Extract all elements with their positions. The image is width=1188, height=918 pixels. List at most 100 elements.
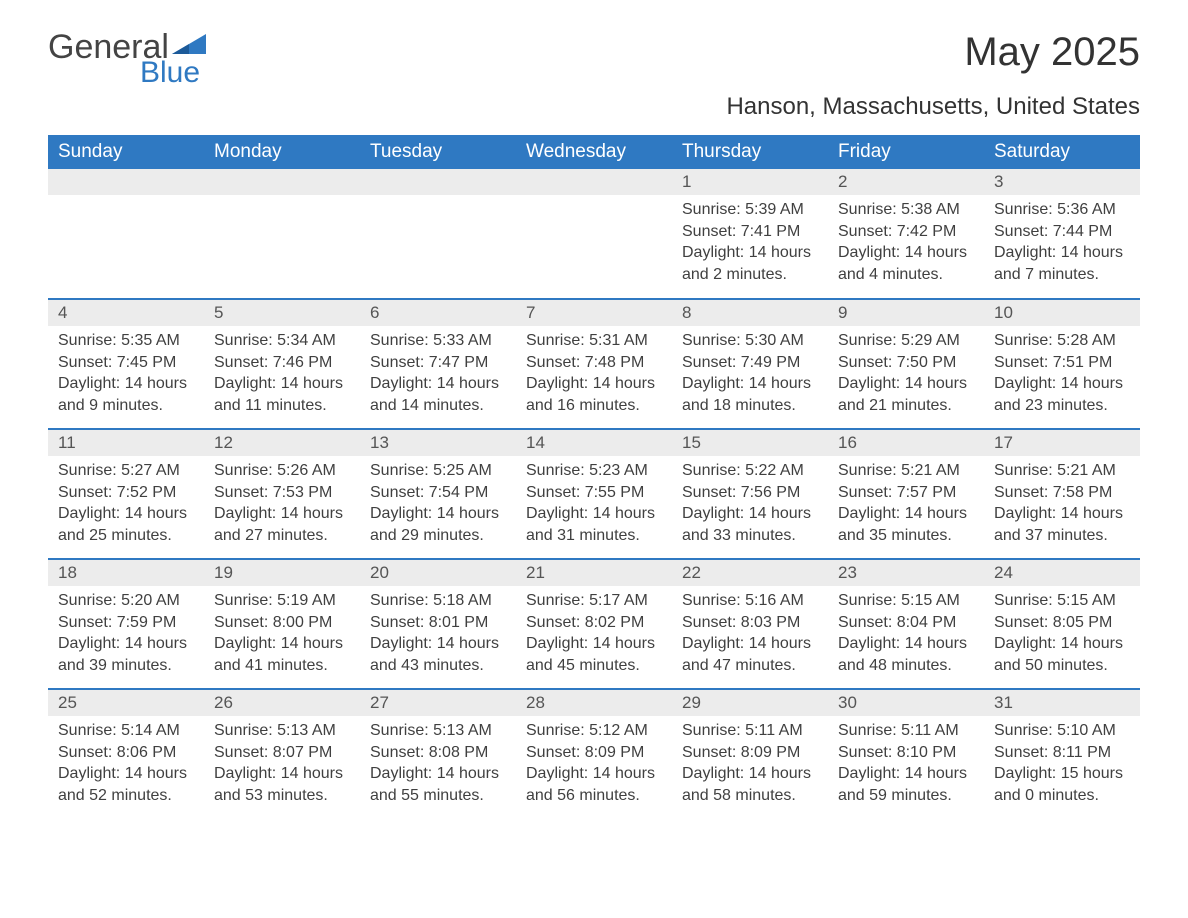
sunset-line: Sunset: 8:01 PM [370,612,506,634]
daylight-line: Daylight: 14 hours and 56 minutes. [526,763,662,806]
sunrise-label: Sunrise: [682,462,745,479]
calendar-day-cell: 24Sunrise: 5:15 AMSunset: 8:05 PMDayligh… [984,559,1140,689]
sunrise-value: 5:30 AM [745,332,804,349]
sunrise-value: 5:13 AM [277,722,336,739]
calendar-day-cell: 8Sunrise: 5:30 AMSunset: 7:49 PMDaylight… [672,299,828,429]
daylight-label: Daylight: [370,635,437,652]
sunrise-label: Sunrise: [838,592,901,609]
sunset-line: Sunset: 7:54 PM [370,482,506,504]
sunset-line: Sunset: 7:46 PM [214,352,350,374]
day-content: Sunrise: 5:14 AMSunset: 8:06 PMDaylight:… [48,716,204,814]
daylight-line: Daylight: 14 hours and 4 minutes. [838,242,974,285]
sunset-label: Sunset: [994,744,1053,761]
calendar-day-cell: 17Sunrise: 5:21 AMSunset: 7:58 PMDayligh… [984,429,1140,559]
sunrise-value: 5:25 AM [433,462,492,479]
daylight-line: Daylight: 14 hours and 59 minutes. [838,763,974,806]
daylight-label: Daylight: [526,375,593,392]
day-content: Sunrise: 5:33 AMSunset: 7:47 PMDaylight:… [360,326,516,424]
daylight-label: Daylight: [526,505,593,522]
daylight-line: Daylight: 14 hours and 41 minutes. [214,633,350,676]
sunrise-label: Sunrise: [214,592,277,609]
sunset-label: Sunset: [838,223,897,240]
calendar-day-cell: 30Sunrise: 5:11 AMSunset: 8:10 PMDayligh… [828,689,984,819]
sunrise-line: Sunrise: 5:10 AM [994,720,1130,742]
daylight-line: Daylight: 14 hours and 7 minutes. [994,242,1130,285]
day-content: Sunrise: 5:30 AMSunset: 7:49 PMDaylight:… [672,326,828,424]
sunrise-value: 5:29 AM [901,332,960,349]
day-content: Sunrise: 5:29 AMSunset: 7:50 PMDaylight:… [828,326,984,424]
calendar-day-cell: 6Sunrise: 5:33 AMSunset: 7:47 PMDaylight… [360,299,516,429]
sunset-label: Sunset: [214,744,273,761]
sunrise-value: 5:33 AM [433,332,492,349]
daylight-line: Daylight: 14 hours and 27 minutes. [214,503,350,546]
sunrise-value: 5:34 AM [277,332,336,349]
daylight-line: Daylight: 14 hours and 58 minutes. [682,763,818,806]
calendar-day-cell: 22Sunrise: 5:16 AMSunset: 8:03 PMDayligh… [672,559,828,689]
sunset-line: Sunset: 8:03 PM [682,612,818,634]
daylight-line: Daylight: 14 hours and 23 minutes. [994,373,1130,416]
day-content: Sunrise: 5:11 AMSunset: 8:10 PMDaylight:… [828,716,984,814]
calendar-day-cell: 13Sunrise: 5:25 AMSunset: 7:54 PMDayligh… [360,429,516,559]
daylight-label: Daylight: [682,375,749,392]
sunrise-line: Sunrise: 5:31 AM [526,330,662,352]
calendar-day-cell: 16Sunrise: 5:21 AMSunset: 7:57 PMDayligh… [828,429,984,559]
sunrise-value: 5:35 AM [121,332,180,349]
sunset-line: Sunset: 7:52 PM [58,482,194,504]
day-content: Sunrise: 5:22 AMSunset: 7:56 PMDaylight:… [672,456,828,554]
day-content: Sunrise: 5:26 AMSunset: 7:53 PM Daylight:… [204,456,360,554]
day-content: Sunrise: 5:15 AMSunset: 8:05 PMDaylight:… [984,586,1140,684]
weekday-header: Tuesday [360,135,516,169]
daylight-line: Daylight: 14 hours and 37 minutes. [994,503,1130,546]
day-content: Sunrise: 5:12 AMSunset: 8:09 PMDaylight:… [516,716,672,814]
calendar-day-cell: 26Sunrise: 5:13 AMSunset: 8:07 PMDayligh… [204,689,360,819]
daylight-line: Daylight: 14 hours and 33 minutes. [682,503,818,546]
sunset-value: 7:52 PM [117,484,177,501]
daylight-line: Daylight: 14 hours and 21 minutes. [838,373,974,416]
daylight-label: Daylight: [994,375,1061,392]
day-content: Sunrise: 5:35 AMSunset: 7:45 PMDaylight:… [48,326,204,424]
day-number: 29 [672,690,828,716]
sunset-label: Sunset: [526,354,585,371]
sunset-label: Sunset: [682,484,741,501]
daylight-line: Daylight: 14 hours and 11 minutes. [214,373,350,416]
day-number: 18 [48,560,204,586]
sunrise-label: Sunrise: [838,462,901,479]
sunrise-line: Sunrise: 5:28 AM [994,330,1130,352]
sunrise-value: 5:12 AM [589,722,648,739]
calendar-day-cell: 29Sunrise: 5:11 AMSunset: 8:09 PMDayligh… [672,689,828,819]
daylight-label: Daylight: [838,765,905,782]
weekday-header: Saturday [984,135,1140,169]
daylight-line: Daylight: 14 hours and 18 minutes. [682,373,818,416]
sunset-label: Sunset: [214,354,273,371]
daylight-line: Daylight: 14 hours and 25 minutes. [58,503,194,546]
daylight-label: Daylight: [526,765,593,782]
sunrise-value: 5:26 AM [277,462,336,479]
calendar-day-cell: 20Sunrise: 5:18 AMSunset: 8:01 PMDayligh… [360,559,516,689]
sunrise-line: Sunrise: 5:21 AM [838,460,974,482]
daylight-label: Daylight: [994,765,1061,782]
sunset-line: Sunset: 8:05 PM [994,612,1130,634]
sunset-value: 7:48 PM [585,354,645,371]
sunrise-label: Sunrise: [214,462,277,479]
sunset-line: Sunset: 7:48 PM [526,352,662,374]
sunrise-line: Sunrise: 5:21 AM [994,460,1130,482]
sunset-value: 7:53 PM [273,484,333,501]
sunrise-label: Sunrise: [682,592,745,609]
day-content: Sunrise: 5:11 AMSunset: 8:09 PMDaylight:… [672,716,828,814]
day-content: Sunrise: 5:25 AMSunset: 7:54 PMDaylight:… [360,456,516,554]
sunrise-label: Sunrise: [682,332,745,349]
day-content: Sunrise: 5:39 AMSunset: 7:41 PMDaylight:… [672,195,828,293]
sunrise-label: Sunrise: [370,592,433,609]
day-number: 17 [984,430,1140,456]
calendar-day-cell: 4Sunrise: 5:35 AMSunset: 7:45 PMDaylight… [48,299,204,429]
sunset-value: 8:11 PM [1053,744,1111,761]
sunset-label: Sunset: [214,484,273,501]
sunset-value: 8:00 PM [273,614,333,631]
sunrise-label: Sunrise: [526,722,589,739]
sunset-label: Sunset: [682,223,741,240]
sunrise-label: Sunrise: [526,462,589,479]
sunset-line: Sunset: 7:55 PM [526,482,662,504]
sunrise-value: 5:15 AM [1057,592,1116,609]
sunset-label: Sunset: [682,744,741,761]
sunrise-value: 5:16 AM [745,592,804,609]
